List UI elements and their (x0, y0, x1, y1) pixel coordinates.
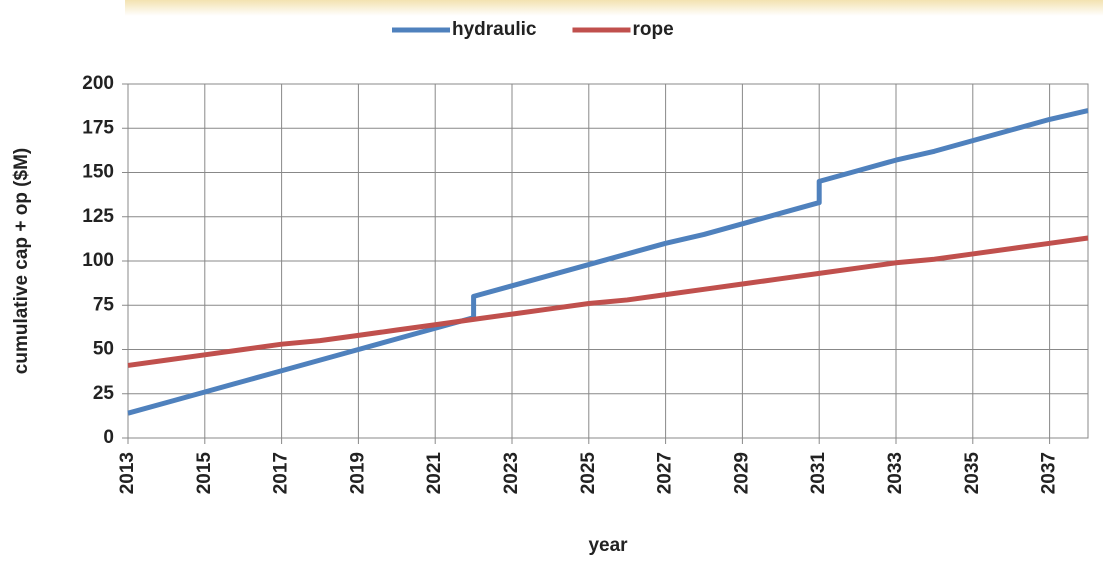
x-tick-label: 2029 (731, 452, 752, 494)
y-tick-label: 75 (93, 294, 115, 315)
plot-border (127, 83, 1089, 439)
legend-label: rope (632, 19, 673, 40)
y-tick-label: 200 (82, 73, 114, 94)
y-axis-label: cumulative cap + op ($M) (11, 148, 32, 374)
x-tick-label: 2017 (271, 452, 292, 494)
y-tick-label: 50 (93, 339, 114, 360)
legend: hydraulic rope (392, 19, 674, 40)
x-tick-label: 2033 (885, 452, 906, 494)
x-tick-label: 2019 (347, 452, 368, 494)
y-tick-label: 150 (82, 162, 114, 183)
y-tick-label: 25 (93, 383, 115, 404)
x-tick-label: 2031 (808, 452, 829, 495)
header-band (125, 0, 1103, 16)
y-tick-label: 125 (82, 206, 114, 227)
x-tick-label: 2015 (194, 452, 215, 495)
x-axis-label: year (588, 535, 628, 556)
x-tick-label: 2021 (424, 452, 445, 495)
legend-label: hydraulic (452, 19, 537, 40)
series-line (127, 108, 1089, 416)
x-tick-label: 2037 (1039, 452, 1060, 494)
y-tick-label: 100 (82, 250, 114, 271)
y-tick-label: 175 (82, 117, 114, 138)
series-line (127, 235, 1089, 368)
x-tick-label: 2025 (578, 452, 599, 495)
x-tick-label: 2013 (117, 452, 138, 494)
y-tick-label: 0 (103, 427, 114, 448)
x-tick-label: 2023 (501, 452, 522, 494)
x-tick-label: 2027 (655, 452, 676, 494)
x-tick-label: 2035 (962, 452, 983, 495)
